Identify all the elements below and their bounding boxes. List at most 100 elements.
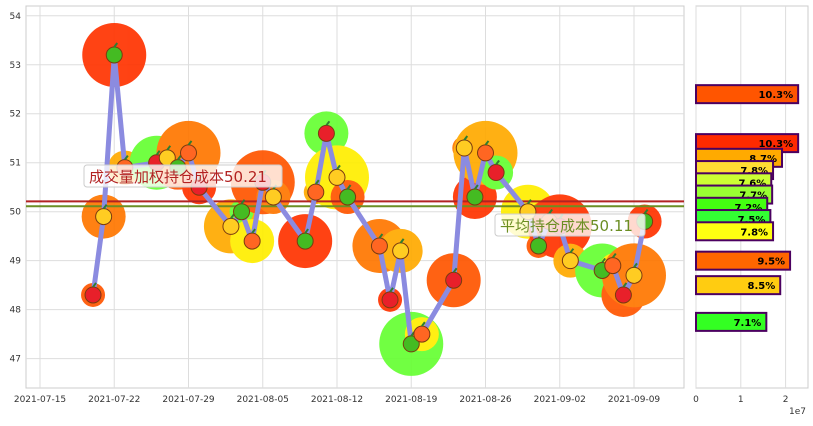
volume-x-tick-label: 1 xyxy=(738,395,744,405)
point-marker xyxy=(222,217,240,235)
point-marker xyxy=(307,183,325,201)
volume-bar-rect xyxy=(695,275,782,296)
volume-bar-label: 7.6% xyxy=(739,178,767,189)
point-marker xyxy=(180,144,197,162)
volume-bar-label: 10.3% xyxy=(758,139,793,150)
point-marker xyxy=(392,242,410,260)
point-leaf xyxy=(452,267,458,273)
point-leaf xyxy=(251,228,256,234)
x-tick-label: 2021-07-22 xyxy=(88,395,140,405)
data-point xyxy=(370,233,388,255)
point-leaf xyxy=(569,248,575,254)
point-leaf xyxy=(421,321,426,327)
point-marker xyxy=(84,286,102,304)
point-leaf xyxy=(633,262,638,268)
x-tick-label: 2021-08-05 xyxy=(237,395,289,405)
data-point xyxy=(413,321,431,343)
point-leaf xyxy=(187,140,193,146)
point-leaf xyxy=(124,155,129,161)
volume-bar-rect xyxy=(695,250,792,271)
data-point xyxy=(317,120,335,142)
volume-exponent-label: 1e7 xyxy=(789,407,806,417)
volume-bar-label: 7.1% xyxy=(734,318,762,329)
point-leaf xyxy=(336,164,341,171)
volume-bar-label: 7.8% xyxy=(740,227,768,238)
data-point xyxy=(84,282,102,304)
volume-bar: 7.8% xyxy=(695,221,775,242)
x-tick-label: 2021-07-15 xyxy=(14,395,66,405)
data-point xyxy=(604,252,622,275)
y-tick-label: 47 xyxy=(10,355,21,365)
data-point xyxy=(614,282,632,304)
volume-bar: 10.3% xyxy=(695,84,800,105)
point-leaf xyxy=(527,199,532,205)
data-point xyxy=(243,228,261,250)
point-marker xyxy=(339,188,357,206)
data-point xyxy=(466,184,484,206)
data-point xyxy=(625,262,643,284)
volume-bar-rect xyxy=(695,311,768,332)
point-leaf xyxy=(548,208,553,215)
point-leaf xyxy=(484,140,490,146)
point-marker xyxy=(264,188,282,206)
point-marker xyxy=(381,291,399,309)
point-leaf xyxy=(177,155,182,161)
point-marker xyxy=(296,232,314,250)
data-point xyxy=(95,203,113,226)
average-cost-text: 平均持仓成本50.11 xyxy=(500,217,633,235)
point-leaf xyxy=(601,257,606,264)
x-tick-label: 2021-09-02 xyxy=(534,395,586,405)
point-leaf xyxy=(113,42,119,48)
volume-bar-label: 10.3% xyxy=(758,90,793,101)
volume-bar-rect xyxy=(695,84,800,105)
data-point xyxy=(328,164,346,186)
point-leaf xyxy=(611,252,617,259)
point-marker xyxy=(466,188,484,206)
label-box xyxy=(83,164,283,188)
data-point xyxy=(180,140,197,162)
x-tick-label: 2021-08-19 xyxy=(385,395,438,405)
point-leaf xyxy=(463,135,469,141)
point-leaf xyxy=(622,282,628,288)
volume-bar-label: 7.7% xyxy=(739,191,767,202)
weighted-cost-label: 成交量加权持仓成本50.21 xyxy=(83,164,283,188)
weighted-cost-text: 成交量加权持仓成本50.21 xyxy=(89,168,267,186)
x-tick-label: 2021-09-09 xyxy=(608,395,661,405)
point-marker xyxy=(625,266,643,284)
point-leaf xyxy=(389,287,394,293)
point-marker xyxy=(487,164,505,182)
point-leaf xyxy=(92,282,97,288)
x-tick-label: 2021-07-29 xyxy=(162,395,215,405)
point-marker xyxy=(328,168,346,186)
point-marker xyxy=(455,139,473,157)
y-tick-label: 54 xyxy=(10,12,22,22)
point-marker xyxy=(233,203,251,221)
x-tick-label: 2021-08-26 xyxy=(459,395,512,405)
point-leaf xyxy=(230,213,235,219)
y-tick-label: 50 xyxy=(10,208,22,218)
point-leaf xyxy=(314,179,320,185)
point-leaf xyxy=(240,199,246,205)
point-marker xyxy=(530,237,548,255)
x-tick-label: 2021-08-12 xyxy=(311,395,363,405)
data-point xyxy=(222,213,240,235)
data-point xyxy=(455,135,473,157)
point-leaf xyxy=(378,233,384,239)
point-marker xyxy=(95,208,113,226)
data-point xyxy=(339,184,357,206)
y-tick-label: 51 xyxy=(10,159,21,169)
point-leaf xyxy=(304,228,309,234)
y-tick-label: 52 xyxy=(10,110,21,120)
point-marker xyxy=(477,144,494,162)
data-point xyxy=(561,248,579,270)
volume-bar-label: 7.5% xyxy=(738,215,766,226)
point-leaf xyxy=(399,238,405,244)
point-leaf xyxy=(155,150,161,156)
volume-bar-label: 8.5% xyxy=(747,281,775,292)
point-marker xyxy=(370,237,388,255)
volume-bar-label: 9.5% xyxy=(757,257,785,268)
point-marker xyxy=(413,325,431,343)
data-point xyxy=(307,179,325,201)
volume-x-tick-label: 0 xyxy=(693,395,699,405)
